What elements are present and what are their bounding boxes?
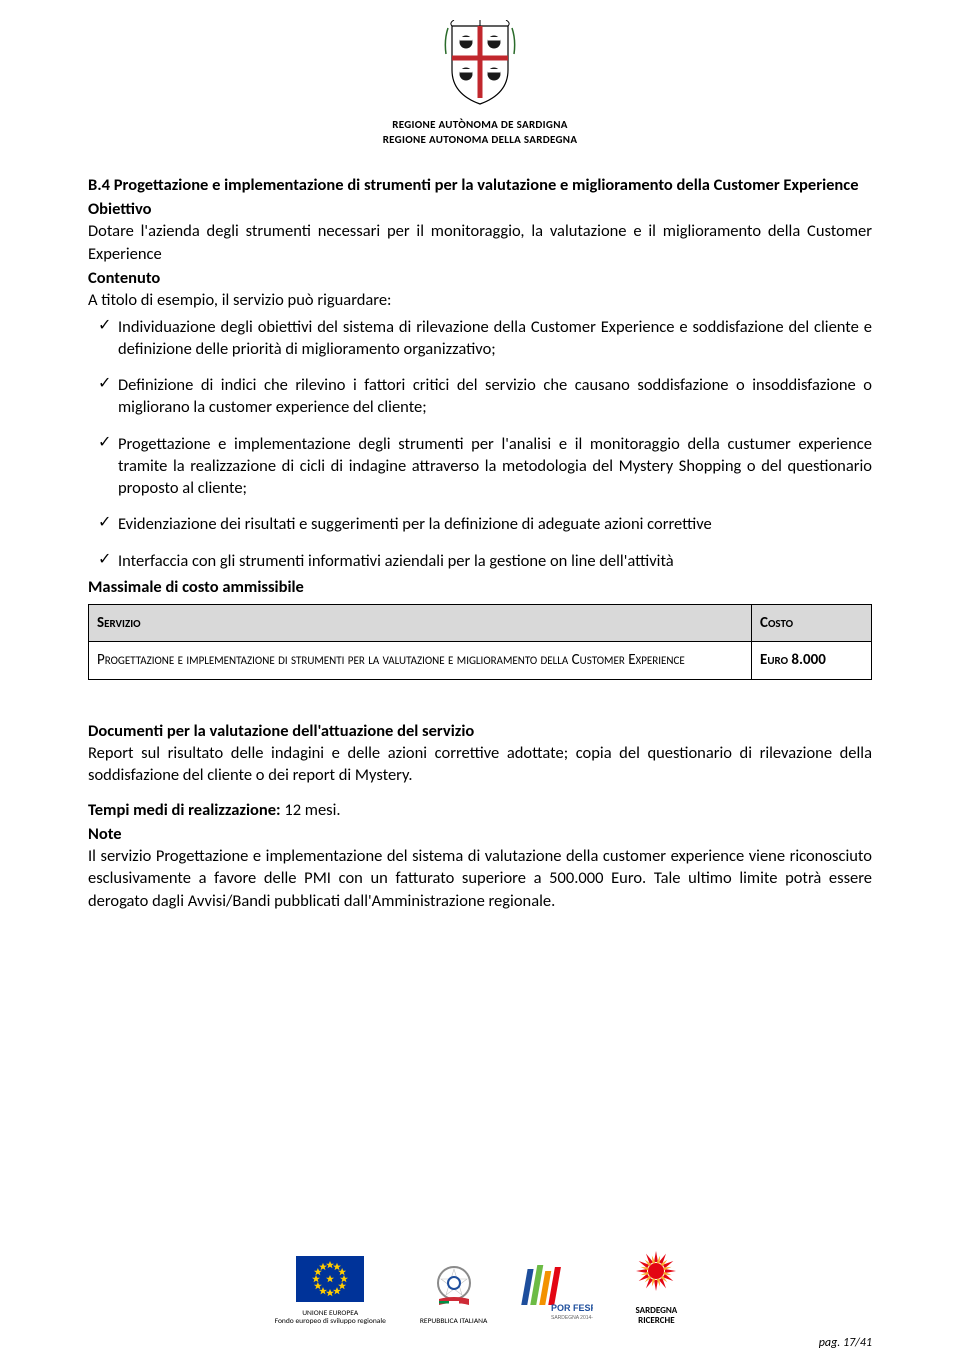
sardegna-caption-2: RICERCHE xyxy=(627,1316,685,1326)
tempi-value: 12 mesi. xyxy=(281,800,341,820)
check-icon: ✓ xyxy=(88,550,118,571)
eu-logo-block: UNIONE EUROPEA Fondo europeo di sviluppo… xyxy=(275,1256,386,1327)
list-item-text: Individuazione degli obiettivi del siste… xyxy=(118,316,872,361)
check-icon: ✓ xyxy=(88,433,118,454)
porfesr-sub-text: SARDEGNA 2014-2020 xyxy=(551,1315,593,1321)
table-row: Progettazione e implementazione di strum… xyxy=(89,642,872,679)
check-icon: ✓ xyxy=(88,374,118,395)
page-header: REGIONE AUTÒNOMA DE SARDIGNA REGIONE AUT… xyxy=(88,20,872,148)
contenuto-label: Contenuto xyxy=(88,267,872,289)
th-costo: Costo xyxy=(752,605,872,642)
documenti-text: Report sul risultato delle indagini e de… xyxy=(88,742,872,787)
page-footer: UNIONE EUROPEA Fondo europeo di sviluppo… xyxy=(88,1249,872,1352)
list-item: ✓ Evidenziazione dei risultati e suggeri… xyxy=(88,513,872,535)
contenuto-intro: A titolo di esempio, il servizio può rig… xyxy=(88,289,872,311)
sardegna-crest-icon xyxy=(442,20,518,106)
sardegna-ricerche-logo-block: SARDEGNA RICERCHE xyxy=(627,1249,685,1327)
check-icon: ✓ xyxy=(88,513,118,534)
check-icon: ✓ xyxy=(88,316,118,337)
td-servizio: Progettazione e implementazione di strum… xyxy=(89,642,752,679)
th-servizio: Servizio xyxy=(89,605,752,642)
massimale-label: Massimale di costo ammissibile xyxy=(88,576,872,598)
cost-table: Servizio Costo Progettazione e implement… xyxy=(88,604,872,680)
bullet-list: ✓ Individuazione degli obiettivi del sis… xyxy=(88,316,872,572)
italy-logo-block: REPUBBLICA ITALIANA xyxy=(420,1261,488,1327)
porfesr-logo-block: POR FESR SARDEGNA 2014-2020 xyxy=(521,1261,593,1327)
eu-flag-icon xyxy=(296,1256,364,1302)
header-region-line1: REGIONE AUTÒNOMA DE SARDIGNA xyxy=(88,118,872,133)
documenti-title: Documenti per la valutazione dell'attuaz… xyxy=(88,720,872,742)
tempi-line: Tempi medi di realizzazione: 12 mesi. xyxy=(88,799,872,821)
obiettivo-label: Obiettivo xyxy=(88,198,872,220)
td-costo: Euro 8.000 xyxy=(752,642,872,679)
italy-emblem-icon xyxy=(429,1261,479,1311)
obiettivo-text: Dotare l'azienda degli strumenti necessa… xyxy=(88,220,872,265)
list-item-text: Interfaccia con gli strumenti informativ… xyxy=(118,550,872,572)
list-item-text: Evidenziazione dei risultati e suggerime… xyxy=(118,513,872,535)
note-text: Il servizio Progettazione e implementazi… xyxy=(88,845,872,912)
list-item: ✓ Definizione di indici che rilevino i f… xyxy=(88,374,872,419)
header-region-line2: REGIONE AUTONOMA DELLA SARDEGNA xyxy=(88,133,872,148)
document-page: REGIONE AUTÒNOMA DE SARDIGNA REGIONE AUT… xyxy=(0,0,960,1369)
porfesr-icon: POR FESR SARDEGNA 2014-2020 xyxy=(521,1261,593,1323)
section-title: B.4 Progettazione e implementazione di s… xyxy=(88,174,872,196)
porfesr-title-text: POR FESR xyxy=(551,1303,593,1313)
sardegna-ricerche-icon xyxy=(627,1249,685,1299)
page-number: pag. 17/41 xyxy=(88,1335,872,1351)
footer-logos-row: UNIONE EUROPEA Fondo europeo di sviluppo… xyxy=(88,1249,872,1327)
table-header-row: Servizio Costo xyxy=(89,605,872,642)
italy-caption: REPUBBLICA ITALIANA xyxy=(420,1318,488,1327)
list-item: ✓ Progettazione e implementazione degli … xyxy=(88,433,872,500)
note-label: Note xyxy=(88,823,872,845)
list-item-text: Progettazione e implementazione degli st… xyxy=(118,433,872,500)
tempi-label: Tempi medi di realizzazione: xyxy=(88,800,281,820)
eu-caption-2: Fondo europeo di sviluppo regionale xyxy=(275,1318,386,1327)
list-item: ✓ Individuazione degli obiettivi del sis… xyxy=(88,316,872,361)
list-item: ✓ Interfaccia con gli strumenti informat… xyxy=(88,550,872,572)
list-item-text: Definizione di indici che rilevino i fat… xyxy=(118,374,872,419)
